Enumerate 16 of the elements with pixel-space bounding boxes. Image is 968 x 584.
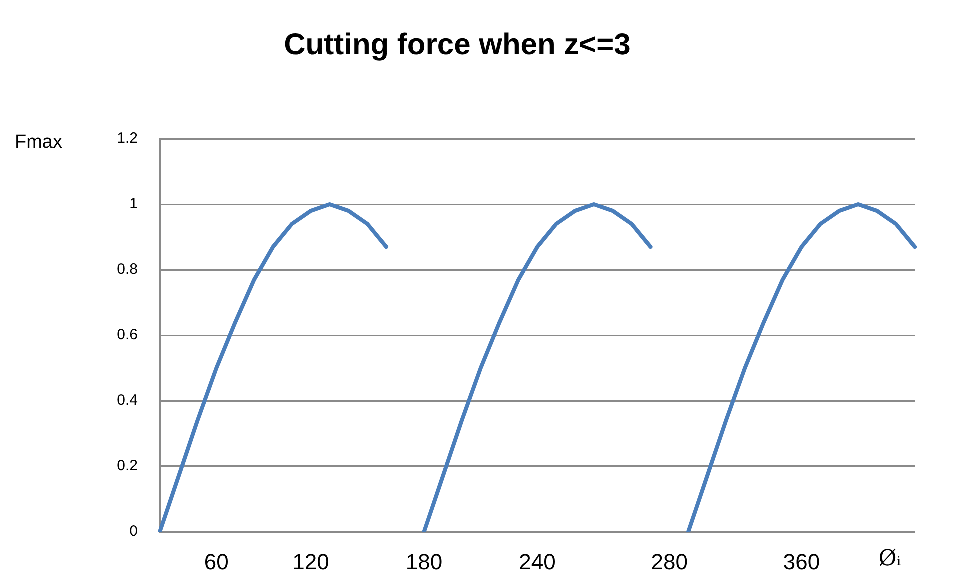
y-tick-label: 0.8: [117, 261, 138, 278]
y-tick-label: 1.2: [117, 130, 138, 148]
y-axis-title: Fmax: [15, 132, 63, 154]
x-axis-title: Øᵢ: [878, 546, 902, 572]
y-tick-label: 0.6: [117, 326, 138, 344]
y-tick-label: 0: [130, 523, 138, 540]
chart-title: Cutting force when z<=3: [284, 28, 631, 62]
x-tick-label: 180: [406, 549, 443, 574]
y-tick-label: 1: [130, 196, 138, 213]
x-tick-label: 240: [519, 549, 556, 574]
x-tick-label: 280: [651, 549, 688, 574]
x-tick-label: 60: [204, 549, 229, 574]
y-tick-label: 0.4: [117, 392, 138, 410]
x-tick-label: 120: [292, 549, 330, 574]
x-tick-label: 360: [783, 549, 820, 574]
y-tick-label: 0.2: [117, 458, 138, 475]
